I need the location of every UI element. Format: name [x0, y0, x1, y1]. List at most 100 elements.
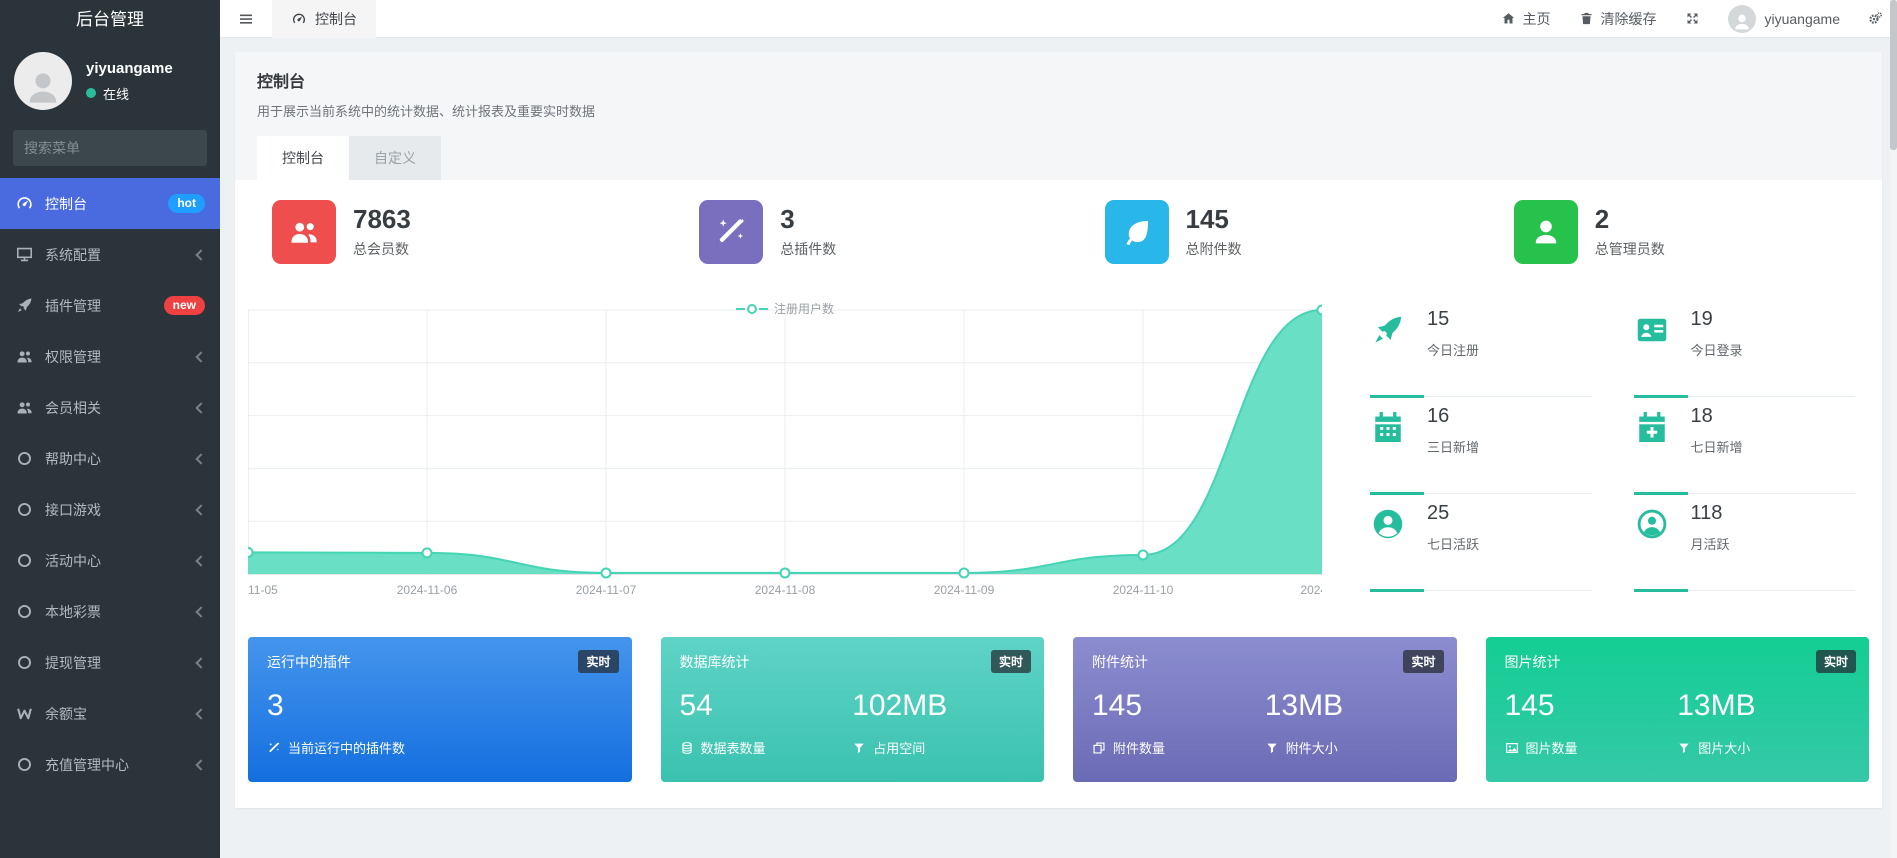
chevron-left-icon — [195, 554, 207, 567]
users-icon — [15, 398, 34, 417]
stat-today-logins: 19 今日登录 — [1633, 300, 1855, 398]
sidebar-item-members[interactable]: 会员相关 — [0, 382, 220, 433]
avatar[interactable] — [14, 52, 72, 110]
funnel-icon — [852, 741, 866, 755]
panel-heading: 控制台 用于展示当前系统中的统计数据、统计报表及重要实时数据 控制台 自定义 — [235, 52, 1882, 180]
users-icon — [15, 347, 34, 366]
sidebar-item-api-games[interactable]: 接口游戏 — [0, 484, 220, 535]
topbar: 控制台 主页 清除缓存 yiyuangame — [220, 0, 1897, 38]
user-icon — [1513, 200, 1578, 264]
circle-icon — [15, 500, 34, 519]
area-chart: 11-05 2024-11-06 2024-11-07 2024-11-08 2024-… — [248, 304, 1322, 597]
attachment-stats-card: 附件统计 实时 145 附件数量 13MB 附件大小 — [1073, 637, 1457, 782]
realtime-badge: 实时 — [1815, 650, 1856, 673]
database-stats-card: 数据库统计 实时 54 数据表数量 102MB 占用空间 — [660, 637, 1044, 782]
search-input[interactable] — [24, 140, 205, 156]
copy-icon — [1092, 741, 1106, 755]
app-title: 后台管理 — [76, 10, 144, 29]
sidebar-item-plugin-mgmt[interactable]: 插件管理 new — [0, 280, 220, 331]
funnel-icon — [1677, 741, 1691, 755]
chart-legend: 注册用户数 — [248, 300, 1322, 317]
stat-total-plugins: 3 总插件数 — [653, 200, 1058, 264]
chevron-left-icon — [195, 656, 207, 669]
sidebar-menu: 控制台 hot 系统配置 插件管理 new 权限管理 会员相关 帮助中心 接口游… — [0, 178, 220, 790]
gauge-icon — [15, 194, 34, 213]
leaf-icon — [1104, 200, 1169, 264]
svg-text:11-05: 11-05 — [248, 583, 278, 597]
home-button[interactable]: 主页 — [1501, 9, 1551, 29]
sidebar-item-yuebao[interactable]: 余额宝 — [0, 688, 220, 739]
magic-wand-icon — [267, 741, 281, 755]
legend-marker-icon — [735, 303, 768, 314]
online-dot-icon — [86, 88, 96, 98]
topbar-user-button[interactable]: yiyuangame — [1727, 4, 1840, 33]
summary-cards: 运行中的插件 实时 3 当前运行中的插件数 数据库统计 实时 54 — [248, 637, 1869, 782]
calendar-icon — [1370, 405, 1412, 493]
tab-console[interactable]: 控制台 — [257, 136, 349, 180]
avatar — [1727, 4, 1756, 33]
sidebar-item-withdrawal[interactable]: 提现管理 — [0, 637, 220, 688]
stat-7day-active: 25 七日活跃 — [1370, 494, 1592, 592]
vertical-scrollbar[interactable] — [1890, 0, 1897, 858]
circle-icon — [15, 653, 34, 672]
page-title: 控制台 — [257, 74, 306, 91]
running-plugins-card: 运行中的插件 实时 3 当前运行中的插件数 — [248, 637, 632, 782]
svg-text:2024-11-07: 2024-11-07 — [576, 583, 637, 597]
menu-search[interactable] — [13, 130, 207, 166]
hot-badge: hot — [168, 194, 205, 213]
menu-toggle-button[interactable] — [220, 0, 272, 38]
stat-3day-new: 16 三日新增 — [1370, 397, 1592, 495]
stat-month-active: 118 月活跃 — [1633, 494, 1855, 592]
sidebar: 后台管理 yiyuangame 在线 控制台 hot 系统配置 插件管理 new… — [0, 0, 220, 858]
user-icon — [1731, 11, 1753, 33]
magic-wand-icon — [699, 200, 764, 264]
sidebar-item-local-lottery[interactable]: 本地彩票 — [0, 586, 220, 637]
users-icon — [272, 200, 336, 264]
sidebar-item-recharge-center[interactable]: 充值管理中心 — [0, 739, 220, 790]
circle-icon — [15, 755, 34, 774]
funnel-icon — [1265, 741, 1279, 755]
page-subtitle: 用于展示当前系统中的统计数据、统计报表及重要实时数据 — [257, 104, 596, 119]
chevron-left-icon — [195, 707, 207, 720]
svg-text:2024-11-06: 2024-11-06 — [397, 583, 458, 597]
user-circle-solid-icon — [1370, 502, 1412, 590]
clear-cache-button[interactable]: 清除缓存 — [1579, 9, 1657, 29]
chevron-left-icon — [195, 758, 207, 771]
panel-tabs: 控制台 自定义 — [257, 136, 1860, 180]
sidebar-item-activity-center[interactable]: 活动中心 — [0, 535, 220, 586]
chevron-left-icon — [195, 503, 207, 516]
sidebar-username: yiyuangame — [86, 59, 173, 77]
main-content: 控制台 用于展示当前系统中的统计数据、统计报表及重要实时数据 控制台 自定义 7… — [220, 38, 1897, 858]
rocket-icon — [15, 296, 34, 315]
circle-icon — [15, 602, 34, 621]
bars-icon — [237, 10, 255, 28]
circle-icon — [15, 449, 34, 468]
home-icon — [1501, 11, 1516, 26]
sidebar-item-dashboard[interactable]: 控制台 hot — [0, 178, 220, 229]
calendar-plus-icon — [1634, 405, 1676, 493]
image-icon — [1505, 741, 1519, 755]
tab-dashboard[interactable]: 控制台 — [272, 0, 376, 38]
chevron-left-icon — [195, 605, 207, 618]
sidebar-item-system-config[interactable]: 系统配置 — [0, 229, 220, 280]
stat-total-admins: 2 总管理员数 — [1464, 200, 1869, 264]
trash-icon — [1579, 11, 1594, 26]
w-icon — [15, 704, 34, 723]
settings-button[interactable] — [1868, 11, 1883, 26]
sidebar-item-permissions[interactable]: 权限管理 — [0, 331, 220, 382]
database-icon — [680, 741, 694, 755]
realtime-badge: 实时 — [1403, 650, 1444, 673]
new-badge: new — [163, 296, 205, 315]
scrollbar-thumb[interactable] — [1890, 0, 1897, 150]
user-icon — [21, 66, 65, 110]
fullscreen-button[interactable] — [1685, 11, 1700, 26]
chevron-left-icon — [195, 452, 207, 465]
chart-row: 注册用户数 11-05 2024-11-06 2024-11-07 2024-11-0… — [248, 300, 1869, 605]
desktop-icon — [15, 245, 34, 264]
panel-body: 7863 总会员数 3 总插件数 145 总附件数 2 总管理员数 — [235, 180, 1882, 808]
image-stats-card: 图片统计 实时 145 图片数量 13MB 图片大小 — [1485, 637, 1869, 782]
sidebar-item-help-center[interactable]: 帮助中心 — [0, 433, 220, 484]
id-card-icon — [1634, 308, 1676, 396]
tab-custom[interactable]: 自定义 — [349, 136, 441, 180]
chevron-left-icon — [195, 350, 207, 363]
